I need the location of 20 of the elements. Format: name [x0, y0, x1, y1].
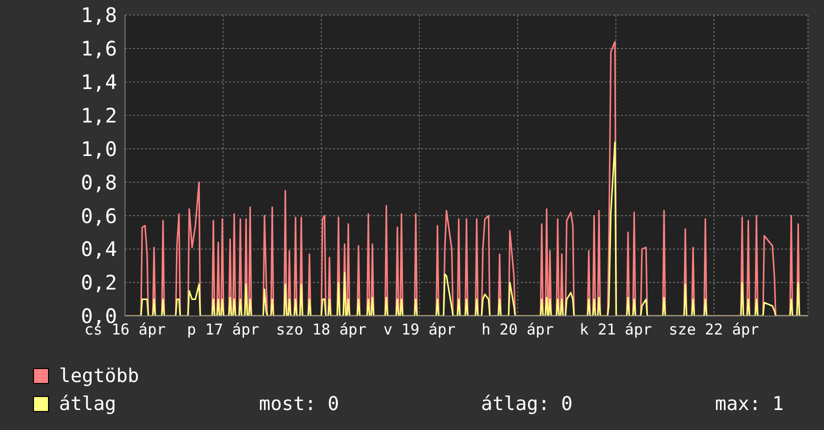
- x-tick-label: szo 18 ápr: [276, 320, 366, 339]
- y-tick-label: 0,2: [80, 270, 117, 295]
- y-tick-label: 1,4: [80, 70, 117, 94]
- x-tick-label: p 17 ápr: [187, 320, 260, 339]
- y-tick-label: 0,4: [80, 237, 117, 262]
- text: max: 1: [715, 392, 784, 417]
- x-tick-label: sze 22 ápr: [668, 320, 760, 339]
- legend-label: legtöbb: [59, 364, 140, 389]
- text: átlag: 0: [481, 392, 574, 417]
- x-tick-label: v 19 ápr: [383, 320, 456, 339]
- y-tick-label: 0,6: [80, 204, 117, 228]
- x-tick-label: k 21 ápr: [580, 320, 652, 339]
- y-tick-label: 1,2: [80, 103, 117, 128]
- y-tick-label: 0,8: [80, 170, 117, 194]
- legend-label: átlag: [59, 392, 118, 417]
- y-tick-label: 1,8: [80, 3, 117, 28]
- x-tick-label: h 20 ápr: [482, 320, 554, 339]
- y-tick-label: 1,6: [80, 36, 117, 61]
- y-tick-label: 1,0: [80, 136, 117, 161]
- text: most: 0: [259, 392, 340, 417]
